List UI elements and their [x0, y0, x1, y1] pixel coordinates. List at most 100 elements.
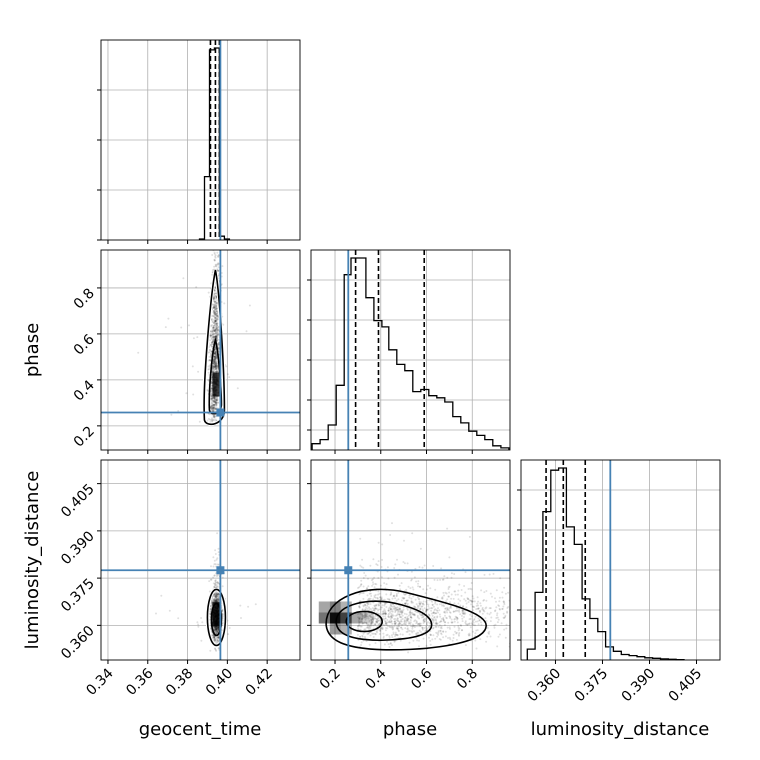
sample-point [211, 397, 213, 400]
sample-point [442, 618, 445, 621]
sample-point [214, 325, 217, 328]
sample-point [217, 563, 220, 566]
sample-point [212, 364, 215, 367]
sample-point [226, 373, 229, 376]
sample-point [448, 607, 451, 610]
sample-point [210, 601, 213, 604]
sample-point [212, 362, 215, 365]
sample-point [457, 633, 460, 636]
tick-label-y: 0.2 [71, 423, 98, 450]
sample-point [213, 594, 216, 597]
sample-point [213, 335, 216, 338]
sample-point [215, 363, 218, 366]
contour-middle [335, 600, 433, 641]
sample-point [472, 623, 475, 626]
sample-point [217, 598, 220, 601]
sample-point [365, 621, 368, 624]
sample-point [372, 617, 375, 620]
sample-point [374, 607, 377, 610]
sample-point [215, 592, 218, 595]
sample-point [215, 302, 218, 305]
sample-point [212, 408, 215, 411]
sample-point [363, 616, 366, 619]
sample-point [387, 625, 390, 628]
sample-point [392, 633, 395, 636]
sample-point [213, 364, 216, 367]
sample-point [394, 608, 397, 611]
sample-point [365, 622, 368, 625]
sample-point [396, 558, 398, 561]
sample-point [214, 404, 217, 407]
sample-point [214, 350, 217, 353]
sample-point [377, 560, 380, 563]
density-cell [340, 612, 352, 624]
sample-point [211, 320, 214, 323]
sample-point [412, 588, 415, 591]
sample-point [368, 643, 371, 646]
sample-point [472, 620, 475, 623]
sample-point [500, 622, 503, 625]
sample-point [215, 327, 218, 330]
sample-point [212, 365, 215, 368]
sample-point [423, 620, 426, 623]
sample-point [499, 577, 502, 580]
sample-point [198, 420, 201, 423]
sample-point [390, 591, 393, 594]
sample-point [211, 330, 214, 333]
sample-point [492, 572, 495, 575]
sample-point [209, 608, 212, 611]
sample-point [405, 588, 408, 591]
tick-label-x: 0.40 [203, 666, 236, 699]
sample-point [380, 627, 383, 630]
sample-point [419, 624, 422, 627]
sample-point [587, 619, 589, 621]
sample-point [214, 300, 217, 303]
sample-point [213, 312, 216, 315]
sample-point [437, 633, 440, 636]
sample-point [434, 637, 437, 640]
sample-point [217, 627, 219, 629]
sample-point [515, 603, 517, 605]
sample-point [369, 615, 372, 618]
sample-point [210, 341, 213, 344]
sample-point [218, 246, 220, 248]
sample-point [418, 612, 421, 615]
sample-point [485, 599, 488, 602]
sample-point [213, 311, 216, 314]
sample-point [215, 366, 218, 369]
sample-point [215, 322, 218, 325]
sample-point [542, 634, 544, 636]
sample-point [533, 623, 535, 625]
sample-point [436, 616, 439, 619]
sample-point [386, 566, 389, 569]
sample-point [389, 608, 392, 611]
sample-point [377, 603, 380, 606]
sample-point [376, 621, 379, 624]
sample-point [213, 399, 216, 401]
sample-point [378, 629, 381, 632]
sample-point [381, 543, 384, 546]
sample-point [170, 413, 173, 416]
sample-point [397, 623, 400, 626]
sample-point [388, 646, 391, 648]
sample-point [373, 576, 376, 579]
sample-point [401, 611, 404, 614]
sample-point [399, 616, 402, 619]
sample-point [404, 602, 407, 605]
truth-marker [216, 408, 225, 417]
sample-point [485, 606, 488, 609]
sample-point [164, 326, 167, 329]
sample-point [213, 235, 215, 237]
sample-point [210, 578, 213, 581]
sample-point [435, 623, 438, 626]
tick-label-x: 0.36 [123, 665, 156, 698]
sample-point [214, 580, 217, 583]
sample-point [390, 593, 393, 595]
sample-point [409, 611, 412, 614]
sample-point [414, 624, 417, 627]
sample-point [469, 626, 472, 629]
sample-point [214, 365, 217, 367]
sample-point [210, 405, 213, 408]
sample-point [382, 612, 384, 615]
sample-point [462, 605, 465, 608]
